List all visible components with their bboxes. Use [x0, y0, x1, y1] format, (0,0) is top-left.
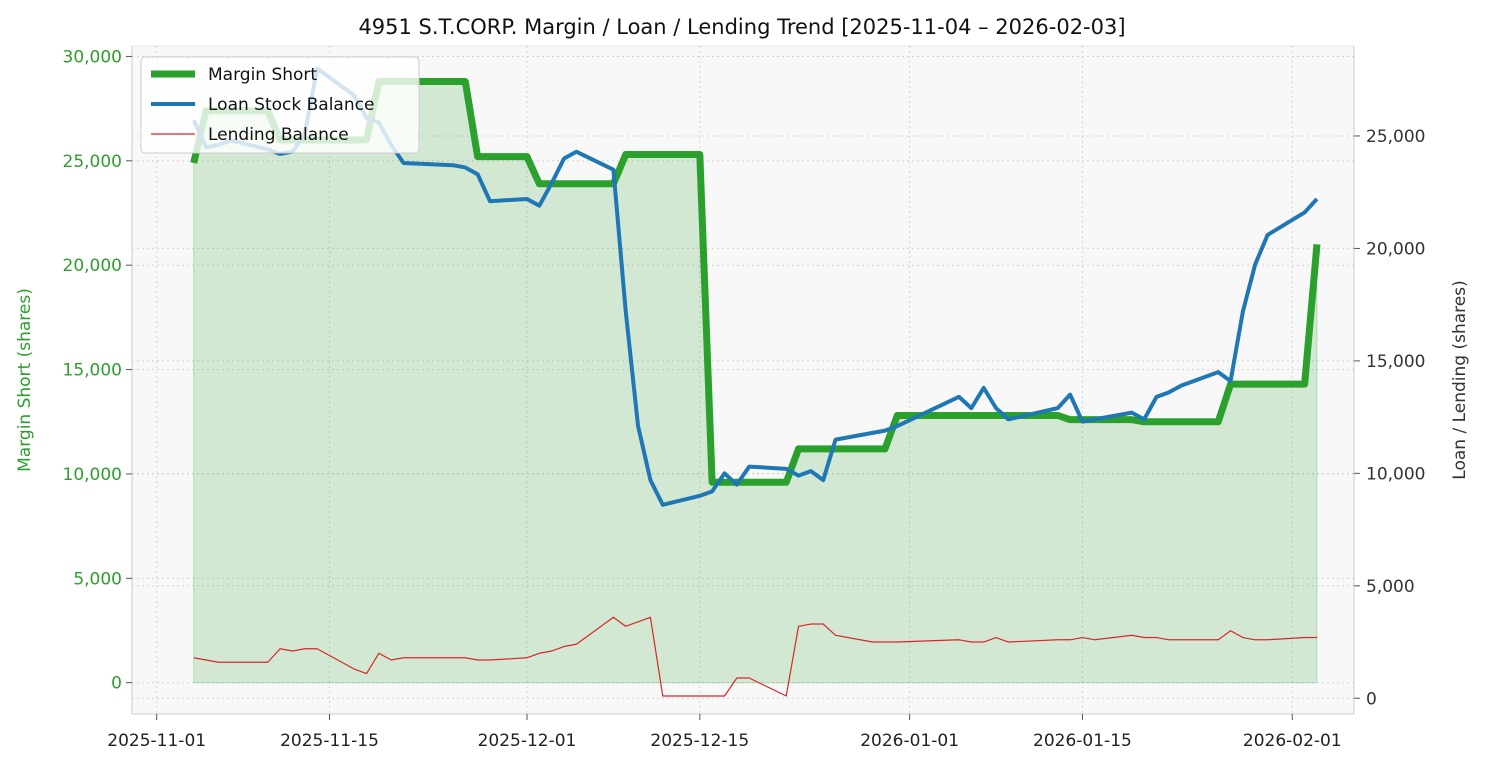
tick-label-x: 2025-11-01: [107, 731, 206, 751]
tick-label-x: 2025-12-01: [478, 731, 577, 751]
tick-label-left-y: 15,000: [63, 361, 122, 381]
tick-label-right-y: 15,000: [1366, 352, 1425, 372]
legend: Margin Short Loan Stock Balance Lending …: [140, 56, 420, 154]
x-axis: 2025-11-01 2025-11-15 2025-12-01 2025-12-15…: [107, 713, 1354, 751]
tick-label-left-y: 0: [111, 674, 122, 694]
tick-label-left-y: 30,000: [63, 47, 122, 67]
tick-label-x: 2025-12-15: [650, 731, 749, 751]
tick-label-x: 2026-01-15: [1033, 731, 1132, 751]
legend-label-margin-short: Margin Short: [208, 65, 317, 85]
tick-label-left-y: 25,000: [63, 152, 122, 172]
tick-label-x: 2026-02-01: [1243, 731, 1342, 751]
tick-label-left-y: 20,000: [63, 256, 122, 276]
left-y-axis: 0 5,000 10,000 15,000 20,000 25,000 30,000: [63, 46, 133, 714]
legend-label-loan-stock: Loan Stock Balance: [208, 95, 374, 115]
series-line-lending-balance: [193, 616, 1317, 697]
chart-title: 4951 S.T.CORP. Margin / Loan / Lending T…: [358, 15, 1125, 39]
right-y-axis: 0 5,000 10,000 15,000 20,000 25,000: [1353, 46, 1425, 714]
tick-label-x: 2025-11-15: [280, 731, 379, 751]
tick-label-right-y: 10,000: [1366, 464, 1425, 484]
tick-label-x: 2026-01-01: [860, 731, 959, 751]
tick-label-right-y: 25,000: [1366, 127, 1425, 147]
right-axis-label: Loan / Lending (shares): [1450, 280, 1470, 479]
tick-label-right-y: 5,000: [1366, 577, 1415, 597]
tick-label-left-y: 10,000: [63, 465, 122, 485]
tick-label-right-y: 20,000: [1366, 239, 1425, 259]
left-axis-label: Margin Short (shares): [15, 288, 35, 472]
plot-area: [131, 45, 1355, 715]
legend-box: [140, 56, 420, 154]
tick-label-right-y: 0: [1366, 689, 1377, 709]
legend-label-lending: Lending Balance: [208, 125, 349, 145]
tick-label-left-y: 5,000: [73, 569, 122, 589]
